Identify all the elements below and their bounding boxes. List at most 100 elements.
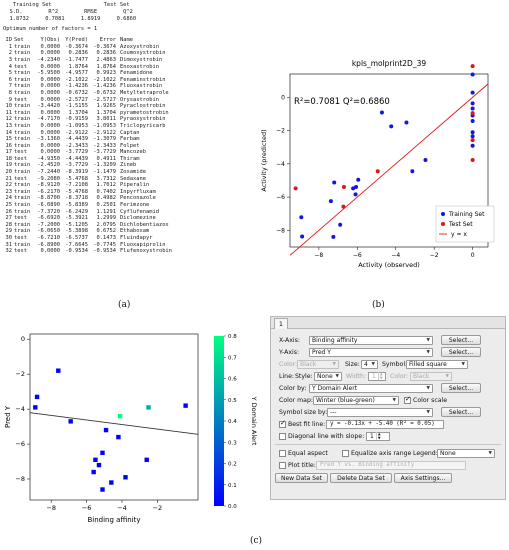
row-obs: 0.0000 [40, 149, 60, 156]
table-row: 18 test -4.9350 -4.4439 0.4911 Thiram [3, 156, 239, 163]
row-error: -0.6732 [93, 89, 116, 96]
plot-title-input[interactable]: Pred Y vs. Binding affinity [316, 460, 466, 470]
row-pred: -0.9534 [65, 248, 88, 255]
axis-settings-button[interactable]: Axis Settings... [394, 473, 452, 483]
data-point [91, 469, 96, 475]
data-point [100, 487, 105, 492]
data-point [116, 434, 121, 440]
y-axis-select[interactable]: Pred Y ▼ [309, 347, 433, 357]
plot-title-checkbox[interactable] [279, 461, 286, 469]
row-obs: -6.7210 [37, 235, 60, 241]
new-data-set-button[interactable]: New Data Set [275, 473, 328, 483]
row-name: Mancozeb [120, 149, 146, 156]
training-set-point [470, 118, 475, 123]
best-fit-checkbox[interactable] [279, 419, 286, 428]
tab-1[interactable]: 1 [274, 318, 288, 329]
table-row: 19 train -2.4520 -3.7729 -1.3209 Zineb [3, 162, 239, 169]
training-set-point [379, 110, 384, 115]
delete-data-set-button[interactable]: Delete Data Set [330, 473, 392, 483]
y-tick-label: −6 [276, 194, 285, 201]
results-table: 1 train 0.0000 -0.3674 -0.3674 Azoxystrobin 2 t… [3, 44, 239, 255]
test-set-point [470, 158, 475, 163]
width-label: Width: [346, 372, 367, 380]
color-by-select[interactable]: Y Domain Alert ▼ [309, 383, 433, 393]
row-error: -2.3433 [93, 142, 116, 149]
equalize-axis-checkbox[interactable] [342, 449, 349, 457]
legend-line-label: y = x [451, 231, 467, 238]
chevron-down-icon: ▼ [426, 337, 430, 343]
test-set-point [341, 204, 346, 209]
line-color-select[interactable]: Black ▼ [410, 371, 452, 381]
diagonal-slope-spinner[interactable]: 1 ▲ ▼ [366, 431, 390, 441]
row-error: -2.5727 [93, 96, 116, 103]
x-axis-select-button[interactable]: Select... [441, 335, 481, 345]
row-obs: 0.0000 [40, 109, 60, 116]
row-obs: 0.0000 [40, 122, 60, 129]
row-error: 0.4911 [96, 155, 116, 162]
row-id: 14 [5, 129, 13, 136]
row-error: 1.7012 [96, 182, 116, 189]
color-by-select-button[interactable]: Select... [441, 383, 481, 393]
color-scale-checkbox[interactable] [404, 395, 411, 404]
row-id: 31 [5, 241, 13, 248]
best-fit-row: Best fit line: y = -0.13x + -5.40 (R² = … [279, 419, 444, 429]
x-tick-label: −8 [46, 504, 56, 512]
x-tick-label: −6 [353, 252, 362, 259]
table-row: 17 test 0.0000 -3.7729 -3.7729 Mancozeb [3, 149, 239, 156]
row-obs: -7.3720 [37, 208, 60, 215]
row-obs: -6.0650 [37, 228, 60, 235]
row-set: train [14, 162, 31, 169]
symbol-size-select-button[interactable]: Select... [441, 407, 481, 417]
line-style-select[interactable]: None ▼ [314, 371, 342, 381]
color-select[interactable]: Black ▼ [297, 359, 339, 369]
training-set-point [331, 234, 336, 239]
row-error: -3.7729 [93, 149, 116, 156]
y-axis-row: Y-Axis: Pred Y ▼ Select... [279, 347, 481, 357]
table-row: 31 train -6.8900 -7.6645 -0.7745 Fluoxapiprol… [3, 242, 239, 249]
equal-aspect-checkbox[interactable] [279, 449, 286, 457]
optimum-factors-line: Optimum number of factors = 1 [3, 26, 98, 33]
chevron-down-icon: ▼ [426, 409, 430, 415]
row-error: 2.4863 [96, 56, 116, 63]
y-tick-label: −8 [276, 227, 285, 234]
color-map-select[interactable]: Winter (blue-green) ▼ [313, 395, 399, 405]
row-pred: -5.3921 [65, 215, 88, 222]
x-tick-label: −6 [82, 504, 92, 512]
diagonal-checkbox[interactable] [279, 432, 286, 440]
regression-output-panel: Training Set Test Set S.D. R^2 RMSE Q^2 … [3, 2, 239, 302]
row-name: Fenamidone [120, 70, 153, 77]
row-id: 32 [5, 248, 13, 255]
chevron-down-icon: ▼ [392, 397, 396, 403]
training-set-point [470, 130, 475, 135]
data-point [34, 394, 40, 400]
y-tick-label: −4 [276, 161, 285, 168]
row-set: train [14, 188, 31, 195]
x-axis-value: Binding affinity [312, 336, 358, 344]
symbol-size-select[interactable]: --- ▼ [327, 407, 433, 417]
x-tick-label: −2 [153, 504, 163, 512]
y-axis-label: Y-Axis: [279, 348, 300, 356]
symbol-select[interactable]: Filled square ▼ [406, 359, 468, 369]
row-id: 15 [5, 136, 13, 143]
row-pred: 1.8764 [68, 63, 88, 70]
training-set-point [404, 120, 409, 125]
y-tick-label: −2 [15, 370, 25, 378]
row-obs: -7.2000 [37, 221, 60, 228]
width-spinner[interactable]: 1 ▲ ▼ [368, 371, 386, 381]
kpls-scatter-svg: kpls_molprint2D_39 −8 −6 −4 −2 0 −8 −6 −4 −2 0 Acti… [252, 50, 506, 285]
legend-select[interactable]: None ▼ [437, 448, 495, 458]
row-id: 6 [8, 76, 12, 83]
training-set-point [470, 134, 475, 139]
y-axis-select-button[interactable]: Select... [441, 347, 481, 357]
test-set-point [375, 169, 380, 174]
row-pred: -3.7729 [65, 162, 88, 169]
table-row: 28 train -7.2000 -5.1205 2.0795 Dichlobentiaz… [3, 222, 239, 229]
row-error: 0.4982 [96, 195, 116, 202]
y-tick-label: 0 [21, 335, 25, 343]
row-pred: -0.6732 [65, 89, 88, 96]
row-name: Fluoxapiprolin [120, 241, 166, 248]
x-axis-select[interactable]: Binding affinity ▼ [309, 335, 433, 345]
table-row: 26 train -7.3720 -6.2429 1.1291 Cyflufenamid [3, 209, 239, 216]
color-scale-toggle[interactable]: Color scale [404, 395, 447, 404]
size-select[interactable]: 4 ▼ [361, 359, 378, 369]
